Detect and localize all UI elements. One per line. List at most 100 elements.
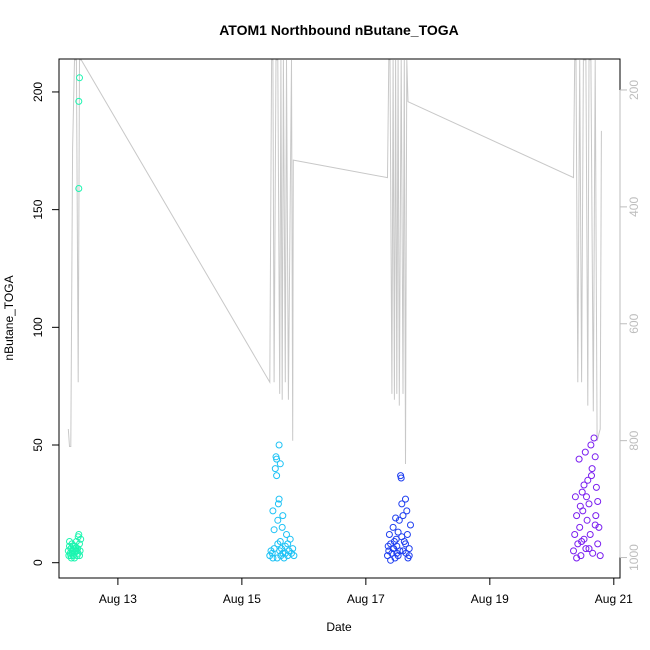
chart-title: ATOM1 Northbound nButane_TOGA <box>219 22 459 38</box>
data-point <box>392 535 400 543</box>
data-point <box>585 545 593 553</box>
data-point <box>397 474 405 482</box>
data-point <box>75 185 83 192</box>
pressure-line <box>67 59 602 465</box>
data-point <box>269 554 277 562</box>
x-tick-label: Aug 13 <box>99 592 137 606</box>
data-point <box>76 74 83 82</box>
y-tick-label: 200 <box>31 82 45 102</box>
data-point <box>384 542 392 550</box>
data-point <box>589 549 597 557</box>
data-point <box>592 483 600 491</box>
data-point <box>271 465 279 473</box>
data-point <box>77 535 85 543</box>
data-point <box>276 538 284 545</box>
data-point <box>592 512 600 520</box>
data-point <box>399 547 407 555</box>
data-point <box>580 481 588 489</box>
data-point <box>273 455 281 463</box>
x-tick-label: Aug 15 <box>223 592 261 606</box>
y-tick-label: 100 <box>31 317 45 337</box>
data-point <box>573 554 581 562</box>
data-point <box>75 97 83 105</box>
data-point <box>591 521 599 529</box>
data-point <box>596 552 604 560</box>
pressure-line-layer <box>67 59 602 465</box>
data-point <box>405 545 413 553</box>
data-point <box>387 556 395 564</box>
x-axis: Aug 13 Aug 15 Aug 17 Aug 19 Aug 21 <box>99 577 633 606</box>
data-point <box>76 540 83 548</box>
data-point <box>75 531 83 538</box>
data-point <box>273 554 281 562</box>
data-point <box>278 545 285 553</box>
data-point <box>578 488 586 496</box>
data-point <box>582 545 590 553</box>
data-point <box>276 460 284 468</box>
data-point <box>576 502 584 510</box>
y2-tick-label: 800 <box>627 430 641 450</box>
data-point <box>398 533 406 541</box>
data-point <box>574 540 582 548</box>
x-tick-label: Aug 17 <box>347 592 385 606</box>
data-point <box>66 538 73 545</box>
data-point <box>571 493 579 501</box>
y2-tick-label: 200 <box>627 80 641 100</box>
data-point <box>586 531 594 538</box>
plot-frame <box>58 58 621 579</box>
data-point <box>69 542 77 550</box>
data-point <box>395 516 403 524</box>
data-point <box>274 516 282 524</box>
data-point <box>580 535 588 543</box>
data-point <box>405 552 413 560</box>
y2-tick-label: 400 <box>627 197 641 217</box>
data-point <box>403 507 411 515</box>
data-point <box>388 549 396 557</box>
data-point <box>583 493 590 501</box>
data-point <box>275 441 283 449</box>
data-point <box>390 538 398 545</box>
data-point <box>570 547 577 555</box>
data-point <box>278 523 286 531</box>
data-point <box>588 472 595 480</box>
data-point <box>576 523 584 531</box>
series-4 <box>570 434 604 562</box>
data-point <box>393 549 401 557</box>
x-axis-title: Date <box>326 620 352 634</box>
series-2 <box>266 441 298 562</box>
series-3 <box>384 472 414 564</box>
data-point <box>284 540 292 548</box>
data-point <box>594 498 602 505</box>
y2-axis-pressure: 200 400 600 800 1000 <box>619 80 641 571</box>
data-point <box>403 531 411 538</box>
y-tick-label: 0 <box>31 559 45 566</box>
x-tick-label: Aug 19 <box>471 592 509 606</box>
data-point <box>270 526 278 534</box>
data-point <box>407 521 414 529</box>
series-1 <box>64 74 85 562</box>
y2-tick-label: 600 <box>627 313 641 333</box>
data-point <box>279 512 287 520</box>
data-point <box>578 538 586 545</box>
data-point <box>584 476 592 484</box>
data-point <box>575 455 583 463</box>
data-point <box>402 495 409 503</box>
data-point <box>274 500 282 508</box>
data-point <box>283 531 290 538</box>
data-point <box>587 441 595 449</box>
data-point <box>595 523 603 531</box>
y-axis-title: nButane_TOGA <box>2 275 16 360</box>
x-tick-label: Aug 21 <box>595 592 633 606</box>
y-axis: 0 50 100 150 200 <box>31 82 60 566</box>
y2-tick-label: 1000 <box>627 544 641 571</box>
scatter-points-layer <box>64 74 604 564</box>
data-point <box>399 512 407 520</box>
data-point <box>289 545 297 553</box>
data-point <box>394 528 402 536</box>
data-point <box>573 512 581 520</box>
data-point <box>583 516 591 524</box>
data-point <box>76 552 83 560</box>
data-point <box>402 540 409 548</box>
y-tick-label: 50 <box>31 438 45 452</box>
